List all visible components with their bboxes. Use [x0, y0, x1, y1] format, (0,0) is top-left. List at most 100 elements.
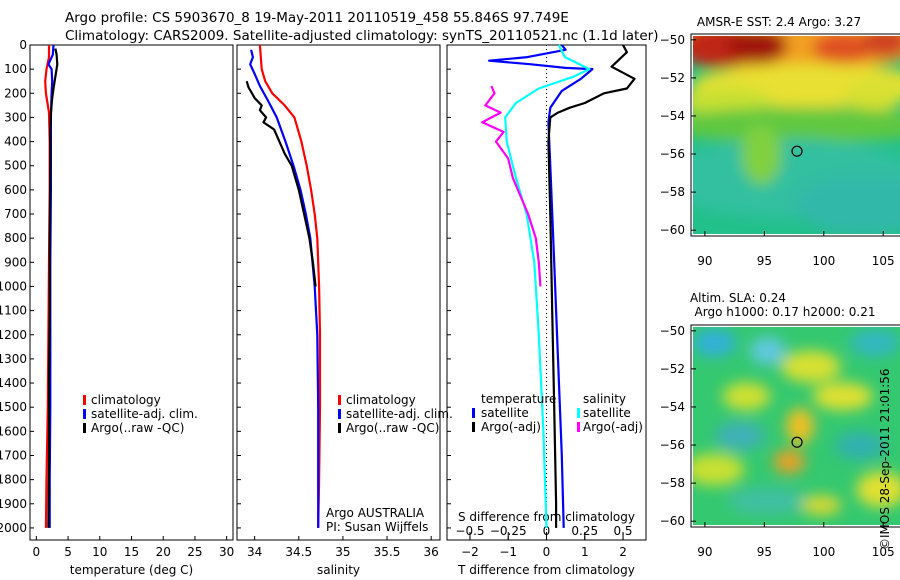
- figure-title-line2: Climatology: CARS2009. Satellite-adjuste…: [65, 28, 659, 44]
- plot-frame-temperature: [29, 44, 234, 541]
- map-y-tick-label: −58: [660, 476, 685, 490]
- map-blob: [780, 350, 841, 383]
- x-tick-label-salinity: 35.5: [374, 545, 401, 559]
- y-tick-label: 2000: [0, 521, 27, 535]
- map-y-tick-label: −58: [660, 185, 685, 199]
- series-difference-argo-adj--T: [547, 44, 636, 528]
- map-blob: [773, 449, 806, 474]
- legend-swatch: [472, 408, 475, 418]
- map-blob: [749, 336, 786, 365]
- copyright-credit: ©IMOS 28-Sep-2011 21:01:56: [878, 368, 892, 550]
- map-x-tick-label: 105: [872, 545, 895, 559]
- map-y-tick-label: −52: [660, 362, 685, 376]
- map-blob: [693, 328, 737, 357]
- legend-label: satellite: [481, 406, 529, 420]
- map-y-tick-label: −56: [660, 438, 685, 452]
- panel-difference: −2 −1 0 1 2 T difference from climatology −0.5…: [446, 44, 647, 577]
- legend-label: satellite-adj. clim.: [91, 407, 198, 421]
- series-difference-satellite-S: [504, 44, 591, 528]
- map-frame: [690, 324, 900, 528]
- y-tick-label: 400: [4, 135, 27, 149]
- x-tick-label-difference: 0: [543, 545, 551, 559]
- legend-label: climatology: [91, 393, 161, 407]
- annotation-text: Argo AUSTRALIA: [326, 506, 425, 520]
- y-tick-label: 0: [19, 38, 27, 52]
- legend-title-salinity: salinity: [583, 392, 626, 406]
- figure-title-line1: Argo profile: CS 5903670_8 19-May-2011 2…: [65, 10, 569, 26]
- series-difference-satellite-T: [488, 44, 594, 528]
- legend-swatch: [83, 395, 86, 405]
- map-blob: [860, 36, 900, 57]
- x-tick-label-salinity: 36: [424, 545, 439, 559]
- y-tick-label: 900: [4, 255, 27, 269]
- series-salinity-satellite-adj-clim-: [249, 49, 320, 528]
- series-difference-argo-adj--S: [481, 85, 542, 287]
- map-x-tick-label: 95: [757, 254, 772, 268]
- map-blob: [693, 107, 900, 144]
- map-field-sla-map: [693, 327, 900, 525]
- map-y-tick-label: −60: [660, 514, 685, 528]
- legend-swatch: [83, 423, 86, 433]
- map-blob: [849, 328, 900, 357]
- map-y-tick-label: −60: [660, 223, 685, 237]
- legend-label: Argo(..raw -QC): [346, 421, 439, 435]
- map-y-tick-label: −56: [660, 147, 685, 161]
- map-blob: [727, 487, 808, 516]
- argo-float-marker: [791, 145, 803, 157]
- map-x-tick-label: 100: [812, 254, 835, 268]
- map-blob: [844, 79, 900, 112]
- map-field-sst-map: [693, 36, 900, 234]
- y-tick-label: 700: [4, 207, 27, 221]
- series-salinity-argo-raw-qc-: [245, 80, 317, 287]
- map-y-tick-label: −54: [660, 400, 685, 414]
- x-tick-label-temperature: 30: [219, 545, 234, 559]
- x2-tick-label: 0.5: [613, 524, 632, 538]
- x-tick-label-temperature: 25: [187, 545, 202, 559]
- y-tick-label: 1900: [0, 497, 27, 511]
- legend-swatch: [338, 423, 341, 433]
- map-blob: [812, 382, 873, 411]
- y-tick-label: 500: [4, 159, 27, 173]
- x-tick-label-difference: −1: [499, 545, 517, 559]
- map-y-tick-label: −50: [660, 33, 685, 47]
- map-blob: [693, 453, 745, 486]
- panel-temperature: 0 5 10 15 20 25 30 temperature (deg C) 0 100 200 30…: [0, 38, 234, 577]
- legend-swatch: [338, 409, 341, 419]
- map-x-tick-label: 100: [812, 545, 835, 559]
- map-y-tick-label: −52: [660, 71, 685, 85]
- y-tick-label: 1400: [0, 376, 27, 390]
- x-tick-label-salinity: 34.5: [285, 545, 312, 559]
- x-axis-label-salinity: salinity: [317, 563, 360, 577]
- map-blobs: [693, 36, 900, 234]
- x-tick-label-salinity: 34: [247, 545, 262, 559]
- map-blob: [722, 382, 771, 411]
- map-blob: [794, 174, 900, 234]
- map-x-tick-label: 105: [872, 254, 895, 268]
- series-salinity-climatology: [258, 44, 322, 528]
- y-tick-label: 100: [4, 62, 27, 76]
- x2-tick-label: 0: [543, 524, 551, 538]
- map-y-tick-label: −50: [660, 324, 685, 338]
- panel-salinity: 34 34.5 35 35.5 36 salinity climatologysatelli…: [236, 44, 453, 577]
- y-tick-label: 1100: [0, 304, 27, 318]
- legend-label: Argo(-adj): [583, 420, 643, 434]
- y-tick-label: 1800: [0, 473, 27, 487]
- x-axis-label-difference: T difference from climatology: [457, 563, 635, 577]
- x-tick-label-temperature: 15: [124, 545, 139, 559]
- legend-label: Argo(..raw -QC): [91, 421, 184, 435]
- map-title-sla-line2: Argo h1000: 0.17 h2000: 0.21: [695, 305, 876, 319]
- x2-tick-label: 0.25: [571, 524, 598, 538]
- argo-float-marker: [791, 436, 803, 448]
- map-blob: [786, 408, 814, 444]
- y-tick-label: 1300: [0, 352, 27, 366]
- y-tick-label: 600: [4, 183, 27, 197]
- map-blob: [715, 421, 766, 450]
- plot-frame-salinity: [236, 44, 441, 541]
- annotation-text: PI: Susan Wijffels: [326, 520, 428, 534]
- map-y-tick-label: −54: [660, 109, 685, 123]
- y-tick-label: 1700: [0, 448, 27, 462]
- x-tick-label-temperature: 0: [33, 545, 41, 559]
- x-tick-label-difference: −2: [461, 545, 479, 559]
- y-tick-label: 1200: [0, 328, 27, 342]
